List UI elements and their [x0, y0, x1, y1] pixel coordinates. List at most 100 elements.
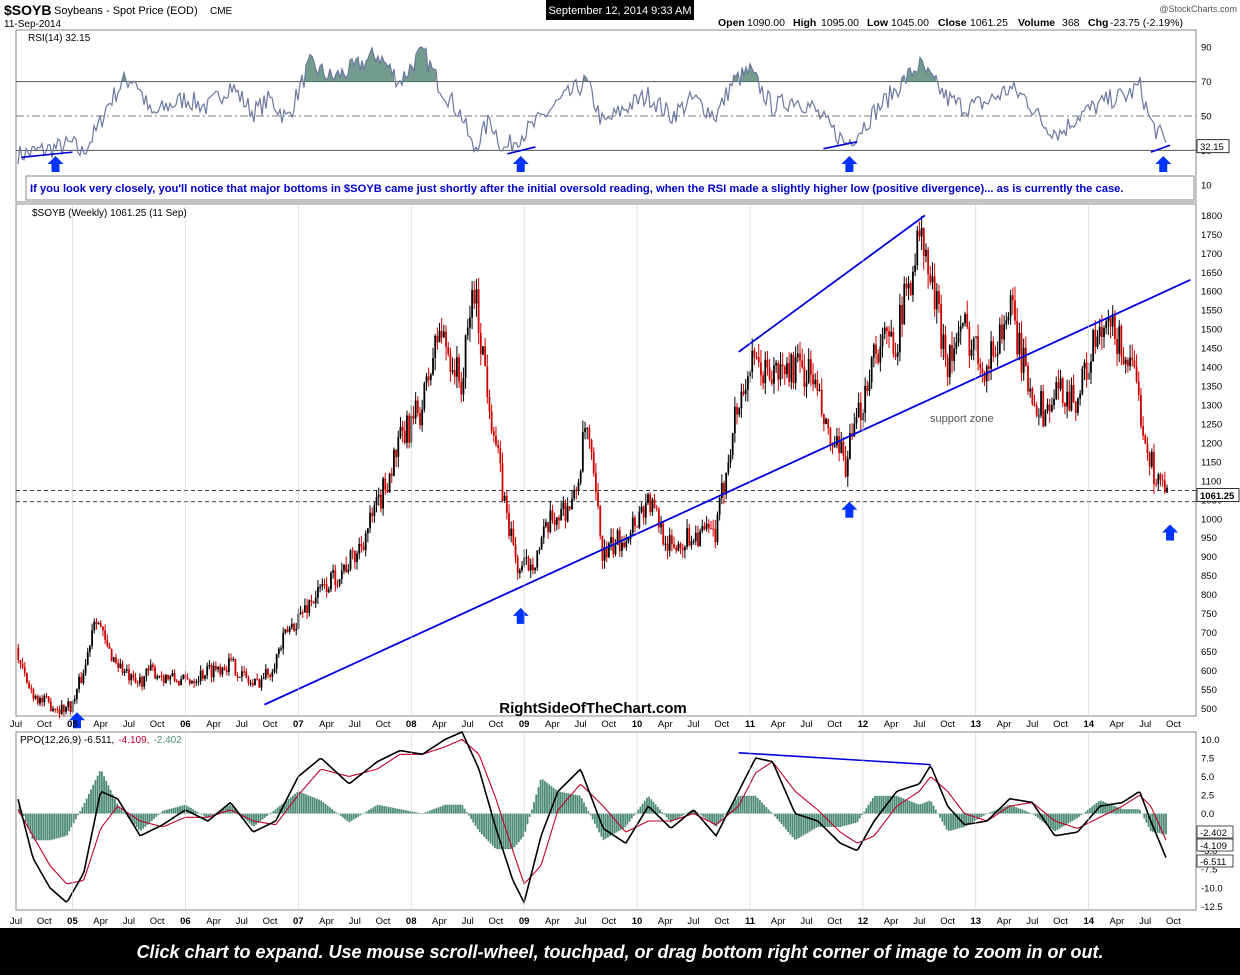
price-candle-down — [33, 689, 35, 698]
price-candle-down — [682, 548, 684, 550]
ppo-histogram-bar — [531, 809, 533, 813]
ppo-histogram-bar — [746, 796, 748, 814]
price-candle-up — [677, 544, 679, 551]
ppo-histogram-bar — [418, 813, 420, 814]
price-candle-up — [67, 702, 69, 708]
price-candle-up — [1010, 295, 1012, 316]
price-candle-up — [571, 499, 573, 509]
ppo-histogram-bar — [574, 795, 576, 814]
price-candle-up — [315, 598, 317, 604]
x-tick-label-Oct: Oct — [827, 719, 842, 730]
ppo-histogram-bar — [375, 806, 377, 814]
price-candle-up — [808, 359, 810, 382]
price-candle-up — [85, 665, 87, 674]
price-candle-up — [191, 681, 193, 683]
ppo-histogram-bar — [926, 802, 928, 814]
price-candle-down — [1142, 426, 1144, 435]
price-candle-down — [69, 702, 71, 712]
ppo-histogram-bar — [1163, 814, 1165, 835]
ppo-histogram-bar — [650, 799, 652, 813]
price-candle-up — [1084, 362, 1086, 369]
ppo-histogram-bar — [333, 811, 335, 814]
ppo-histogram-bar — [1022, 810, 1024, 814]
price-candle-up — [430, 374, 432, 380]
ppo-histogram-bar — [312, 797, 314, 814]
ppo-histogram-bar — [1083, 813, 1085, 814]
ppo-histogram-bar — [1030, 813, 1032, 814]
price-candle-down — [667, 544, 669, 551]
x-tick-label-Jul: Jul — [575, 719, 587, 730]
x-tick-label-10: 10 — [632, 916, 643, 927]
price-candle-down — [940, 304, 942, 349]
price-candle-down — [803, 367, 805, 387]
price-candle-down — [1160, 474, 1162, 479]
ppo-histogram-bar — [1017, 808, 1019, 814]
price-candle-up — [124, 671, 126, 673]
price-candle-down — [178, 681, 180, 685]
price-candle-up — [1023, 348, 1025, 373]
ppo-histogram-bar — [138, 814, 140, 830]
ppo-histogram-bar — [229, 805, 231, 814]
price-candle-down — [1068, 392, 1070, 411]
price-candle-up — [65, 707, 67, 712]
price-candle-up — [530, 564, 532, 570]
ppo-histogram-bar — [707, 814, 709, 821]
price-candle-up — [172, 673, 174, 676]
ppo-histogram-bar — [140, 814, 142, 831]
ppo-histogram-bar — [698, 814, 700, 815]
x-tick-label-Oct: Oct — [489, 719, 504, 730]
price-candle-down — [167, 675, 169, 680]
ppo-histogram-bar — [627, 814, 629, 825]
x-tick-label-Oct: Oct — [827, 916, 842, 927]
ppo-histogram-bar — [783, 814, 785, 827]
ppo-histogram-bar — [266, 814, 268, 816]
price-candle-up — [378, 495, 380, 497]
ppo-histogram-bar — [420, 813, 422, 814]
price-candle-up — [953, 348, 955, 361]
price-candle-up — [1103, 328, 1105, 337]
chg-value: -23.75 (-2.19%) — [1110, 17, 1183, 29]
ppo-histogram-bar — [763, 805, 765, 814]
ppo-histogram-bar — [264, 814, 266, 818]
ppo-histogram-bar — [155, 814, 157, 817]
ppo-histogram-bar — [852, 814, 854, 824]
ppo-histogram-bar — [346, 814, 348, 821]
price-candle-down — [384, 478, 386, 490]
price-candle-up — [615, 545, 617, 554]
price-y-tick-1200: 1200 — [1201, 438, 1222, 449]
price-candle-down — [945, 334, 947, 358]
price-candle-down — [152, 665, 154, 667]
rsi-overbought-fill — [422, 47, 424, 81]
open-label: Open — [718, 17, 745, 29]
ppo-histogram-bar — [896, 796, 898, 814]
ppo-histogram-bar — [666, 814, 668, 818]
ppo-histogram-bar — [1015, 807, 1017, 813]
ppo-histogram-bar — [477, 814, 479, 830]
ppo-histogram-bar — [1119, 808, 1121, 813]
price-y-tick-1150: 1150 — [1201, 457, 1221, 468]
ppo-histogram-bar — [577, 795, 579, 813]
price-candle-down — [760, 362, 762, 375]
ppo-histogram-bar — [989, 812, 991, 813]
ppo-histogram-bar — [309, 796, 311, 813]
price-candle-up — [534, 568, 536, 571]
ppo-histogram-bar — [1065, 814, 1067, 825]
volume-value: 368 — [1062, 17, 1080, 29]
exchange-label: CME — [210, 6, 233, 17]
price-candle-down — [478, 289, 480, 333]
x-tick-label-07: 07 — [293, 916, 304, 927]
price-candle-down — [413, 416, 415, 419]
price-candle-down — [506, 496, 508, 513]
ppo-histogram-bar — [342, 814, 344, 818]
ppo-histogram-bar — [23, 814, 25, 817]
price-candle-down — [901, 305, 903, 324]
price-candle-down — [554, 520, 556, 525]
ppo-histogram-bar — [507, 814, 509, 850]
price-candle-up — [669, 535, 671, 551]
x-tick-label-Apr: Apr — [997, 719, 1012, 730]
price-candle-up — [806, 382, 808, 386]
price-candle-up — [879, 347, 881, 363]
price-candle-down — [588, 428, 590, 440]
price-candle-up — [304, 605, 306, 612]
price-candle-up — [263, 678, 265, 679]
